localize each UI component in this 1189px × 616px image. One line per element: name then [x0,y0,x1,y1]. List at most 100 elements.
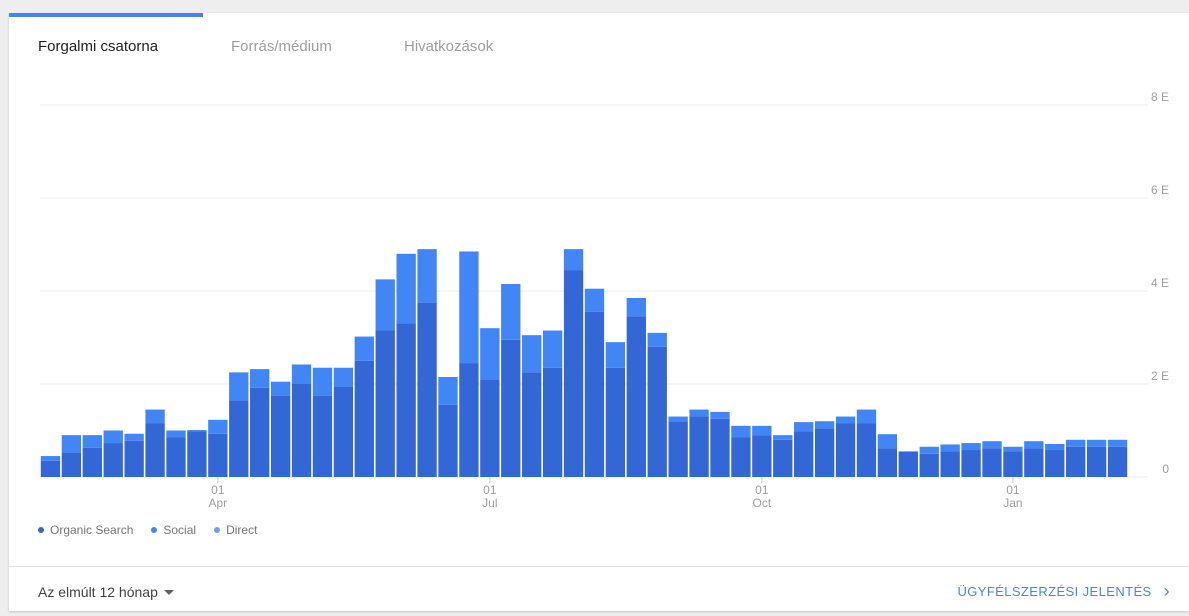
bar-segment[interactable] [794,431,814,477]
bar-segment[interactable] [124,440,144,477]
bar-segment[interactable] [124,433,144,441]
bar-segment[interactable] [647,346,667,477]
bar-segment[interactable] [480,379,500,477]
bar-segment[interactable] [312,367,333,396]
bar-segment[interactable] [1107,446,1128,477]
bar-segment[interactable] [61,452,82,477]
bar-segment[interactable] [250,369,270,388]
bar-segment[interactable] [877,448,898,477]
bar-segment[interactable] [1045,450,1065,477]
bar-segment[interactable] [1024,441,1044,449]
bar-segment[interactable] [229,372,249,401]
bar-segment[interactable] [354,336,374,361]
bar-segment[interactable] [333,386,354,477]
bar-segment[interactable] [563,270,584,477]
legend-item[interactable]: Organic Search [38,523,133,537]
bar-segment[interactable] [814,428,835,478]
bar-segment[interactable] [522,335,542,373]
bar-segment[interactable] [1086,446,1107,477]
bar-segment[interactable] [731,437,751,477]
bar-segment[interactable] [291,384,312,477]
bar-segment[interactable] [1066,446,1086,477]
acquisition-report-link[interactable]: ÜGYFÉLSZERZÉSI JELENTÉS › [957,580,1170,601]
bar-segment[interactable] [982,441,1002,449]
bar-segment[interactable] [1024,448,1044,477]
bar-segment[interactable] [145,423,165,477]
bar-segment[interactable] [187,430,207,432]
bar-segment[interactable] [584,288,605,312]
bar-segment[interactable] [710,411,730,419]
bar-segment[interactable] [605,342,626,368]
bar-segment[interactable] [145,409,165,424]
legend-item[interactable]: Direct [214,523,257,537]
bar-segment[interactable] [961,450,981,477]
bar-segment[interactable] [605,367,626,478]
bar-segment[interactable] [773,435,793,440]
bar-segment[interactable] [835,423,856,477]
bar-segment[interactable] [814,421,835,429]
bar-segment[interactable] [563,249,584,271]
bar-segment[interactable] [522,372,542,478]
bar-segment[interactable] [689,416,709,477]
bar-segment[interactable] [187,431,207,477]
bar-segment[interactable] [459,363,479,477]
bar-segment[interactable] [898,451,918,477]
bar-segment[interactable] [856,409,877,424]
bar-segment[interactable] [584,311,605,477]
bar-segment[interactable] [40,456,61,461]
bar-segment[interactable] [752,435,772,477]
bar-segment[interactable] [166,430,186,438]
bar-segment[interactable] [626,297,646,317]
bar-segment[interactable] [61,435,82,453]
bar-segment[interactable] [689,409,709,417]
bar-segment[interactable] [354,360,374,477]
bar-segment[interactable] [919,446,939,454]
bar-segment[interactable] [731,425,751,438]
bar-segment[interactable] [208,419,228,434]
bar-segment[interactable] [1066,439,1086,447]
bar-segment[interactable] [501,284,521,340]
bar-segment[interactable] [291,364,312,384]
bar-segment[interactable] [166,437,186,477]
tab-traffic-channel[interactable]: Forgalmi csatorna [38,38,159,55]
bar-segment[interactable] [438,404,458,478]
bar-segment[interactable] [417,249,437,303]
bar-segment[interactable] [82,435,102,448]
tab-source-medium[interactable]: Forrás/médium [231,38,332,55]
bar-segment[interactable] [940,451,960,477]
bar-segment[interactable] [961,443,981,451]
bar-segment[interactable] [250,387,270,477]
bar-segment[interactable] [752,425,772,436]
bar-segment[interactable] [333,367,354,387]
bar-segment[interactable] [835,416,856,424]
bar-segment[interactable] [312,395,333,478]
bar-segment[interactable] [501,339,521,477]
bar-segment[interactable] [710,418,730,478]
bar-segment[interactable] [103,443,123,478]
bar-segment[interactable] [396,253,416,324]
bar-segment[interactable] [1086,439,1107,447]
bar-segment[interactable] [270,381,291,396]
bar-segment[interactable] [459,251,479,364]
bar-segment[interactable] [856,423,877,477]
bar-segment[interactable] [940,444,960,452]
bar-segment[interactable] [417,302,437,478]
bar-segment[interactable] [542,367,563,478]
bar-segment[interactable] [229,400,249,477]
bar-segment[interactable] [396,323,416,477]
bar-segment[interactable] [668,421,688,477]
bar-segment[interactable] [668,416,688,422]
bar-segment[interactable] [877,434,898,449]
bar-segment[interactable] [208,433,228,477]
bar-segment[interactable] [647,332,667,347]
bar-segment[interactable] [40,460,61,477]
bar-segment[interactable] [480,328,500,380]
period-selector[interactable]: Az elmúlt 12 hónap [38,584,174,600]
bar-segment[interactable] [1003,451,1023,477]
bar-segment[interactable] [1003,446,1023,452]
bar-segment[interactable] [919,453,939,477]
bar-segment[interactable] [626,316,646,477]
bar-segment[interactable] [270,395,291,478]
bar-segment[interactable] [542,330,563,368]
bar-segment[interactable] [794,422,814,432]
